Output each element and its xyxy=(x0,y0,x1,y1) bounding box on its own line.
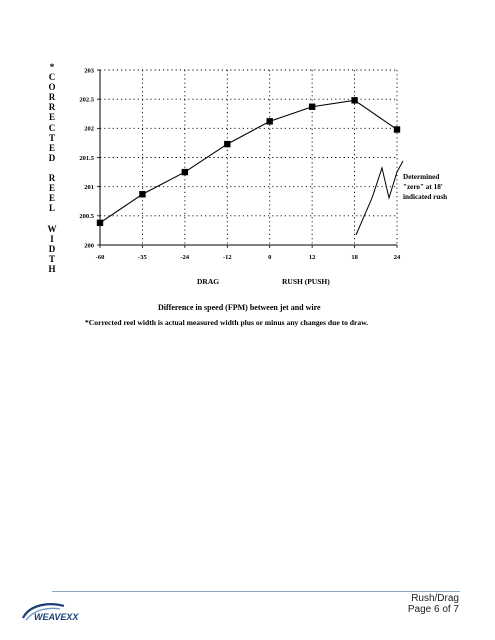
y-axis-label-letter: D xyxy=(48,243,56,254)
x-tick-label: 18 xyxy=(351,254,358,261)
footer-page-info: Rush/Drag Page 6 of 7 xyxy=(408,593,459,615)
data-point-marker xyxy=(181,168,189,176)
x-tick-label: -60 xyxy=(96,254,105,261)
x-axis-title: Difference in speed (FPM) between jet an… xyxy=(158,303,321,312)
y-tick-labels: 200 200.5 201 201.5 202 202.5 203 xyxy=(79,67,94,249)
annotation-pointer xyxy=(355,160,404,236)
footer-divider xyxy=(52,591,460,592)
y-axis-label-letter: I xyxy=(50,233,54,244)
data-point-marker xyxy=(266,118,273,125)
y-axis-label-letter: E xyxy=(48,193,55,204)
category-label-drag: DRAG xyxy=(197,277,220,286)
y-axis-label-letter: L xyxy=(48,203,55,214)
annotation-line-3: indicated rush xyxy=(403,193,448,201)
data-point-marker xyxy=(139,191,146,198)
y-axis-label-letter: R xyxy=(48,92,56,103)
x-tick-label: 12 xyxy=(309,254,316,261)
y-axis-label-letter: T xyxy=(48,253,55,264)
y-axis-label-letter: H xyxy=(48,263,56,274)
y-axis-label-letter: W xyxy=(47,223,57,234)
y-tick-label: 200 xyxy=(84,242,94,249)
y-axis-label-letter: C xyxy=(48,72,56,83)
x-tick-label: 0 xyxy=(268,254,271,261)
series-line-path xyxy=(99,99,398,224)
annotation-line-2: "zero" at 18' xyxy=(403,183,443,191)
y-axis-label-letter: E xyxy=(48,112,55,123)
x-tick-labels: -60 -35 -24 -12 0 12 18 24 xyxy=(96,254,401,261)
chart-axes xyxy=(97,69,398,248)
x-tick-label: -24 xyxy=(181,254,190,261)
x-tick-label: -35 xyxy=(138,254,147,261)
x-tick-label: 24 xyxy=(394,254,401,261)
annotation-text: Determined "zero" at 18' indicated rush xyxy=(403,172,467,202)
y-axis-label-letter: O xyxy=(48,82,56,93)
data-point-marker xyxy=(351,97,358,104)
y-axis-label-letter: C xyxy=(48,122,56,133)
weavexx-logo-icon xyxy=(22,603,65,621)
series-line xyxy=(99,99,398,224)
y-axis-label-letter: D xyxy=(48,152,56,163)
y-axis-label-letter: E xyxy=(48,183,55,194)
y-tick-label: 200.5 xyxy=(79,213,94,220)
chart-footnote: *Corrected reel width is actual measured… xyxy=(85,318,369,327)
y-axis-label-letter: R xyxy=(48,173,56,184)
chart-grid xyxy=(99,69,398,246)
x-tick-label: -12 xyxy=(223,254,232,261)
category-label-rush: RUSH (PUSH) xyxy=(282,277,330,286)
data-point-marker xyxy=(224,140,231,148)
logo-text: WEAVEXX xyxy=(34,612,79,622)
footer-page-number: Page 6 of 7 xyxy=(407,604,459,615)
y-tick-label: 202 xyxy=(84,126,94,133)
y-tick-label: 201 xyxy=(84,184,94,191)
annotation-line-1: Determined xyxy=(403,173,440,181)
y-tick-label: 201.5 xyxy=(79,155,94,162)
y-axis-label-letter: R xyxy=(48,102,56,113)
footer-title: Rush/Drag xyxy=(411,593,459,604)
annotation-arrow xyxy=(355,160,404,236)
data-point-marker xyxy=(96,219,104,227)
y-axis-label-letter: E xyxy=(48,142,55,153)
data-point-marker xyxy=(308,103,316,110)
y-axis-label-letter: * xyxy=(49,62,55,72)
y-tick-label: 202.5 xyxy=(79,96,94,103)
y-tick-label: 203 xyxy=(84,67,95,74)
series-points xyxy=(96,97,401,227)
y-axis-label-letter: T xyxy=(48,132,55,143)
data-point-marker xyxy=(393,126,401,133)
